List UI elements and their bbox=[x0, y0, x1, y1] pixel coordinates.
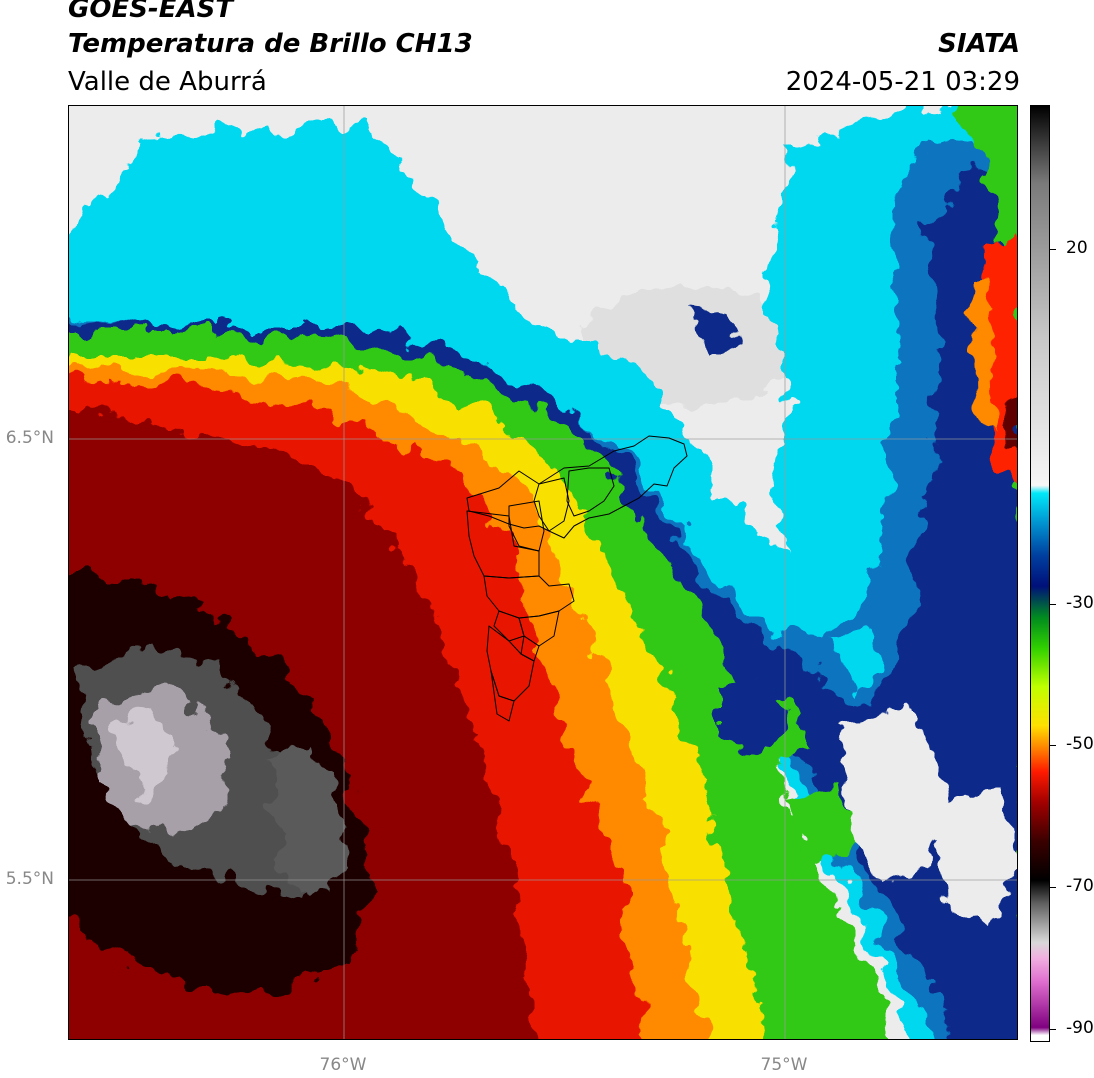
boundary-itagui bbox=[493, 610, 525, 642]
boundary-girardota bbox=[533, 477, 570, 532]
colorbar-tick-minus50: -50 bbox=[1066, 734, 1094, 754]
east-edge-pockets bbox=[689, 236, 1017, 926]
colorbar-tickmark-20 bbox=[1050, 249, 1056, 250]
colorbar-tickmark-minus50 bbox=[1050, 745, 1056, 746]
colorbar-tick-minus90: -90 bbox=[1066, 1018, 1094, 1038]
satellite-title: GOES-EAST bbox=[68, 0, 234, 24]
boundary-barbosa bbox=[566, 467, 615, 517]
boundary-caldas-south bbox=[490, 670, 515, 722]
product-title: Temperatura de Brillo CH13 bbox=[68, 29, 473, 59]
boundary-medellin bbox=[483, 575, 575, 619]
graticule bbox=[69, 106, 1017, 1039]
lon-tick-75W: 75°W bbox=[760, 1055, 808, 1075]
cloud-shield bbox=[69, 106, 1017, 1039]
lat-tick-6.5N: 6.5°N bbox=[5, 428, 54, 448]
map-canvas bbox=[69, 106, 1017, 1039]
colorbar-gradient bbox=[1031, 106, 1049, 1041]
lon-tick-76W: 76°W bbox=[319, 1055, 367, 1075]
temperature-colorbar bbox=[1030, 105, 1050, 1042]
boundary-north bbox=[466, 435, 688, 539]
colorbar-tick-minus70: -70 bbox=[1066, 876, 1094, 896]
municipal-boundaries bbox=[466, 435, 688, 722]
cloud-gray-core-east bbox=[269, 746, 349, 896]
colorbar-tick-minus30: -30 bbox=[1066, 593, 1094, 613]
agency-label: SIATA bbox=[938, 29, 1020, 59]
timestamp-label: 2024-05-21 03:29 bbox=[785, 67, 1020, 97]
colorbar-tick-20: 20 bbox=[1066, 238, 1088, 258]
brightness-temperature-map[interactable] bbox=[68, 105, 1018, 1040]
boundary-caldas bbox=[486, 625, 535, 702]
region-label: Valle de Aburrá bbox=[68, 67, 267, 97]
colorbar-tickmark-minus70 bbox=[1050, 887, 1056, 888]
cloud-green-band-east bbox=[959, 106, 1017, 466]
lat-tick-5.5N: 5.5°N bbox=[5, 869, 54, 889]
cloud-lightest-core bbox=[119, 711, 179, 796]
colorbar-tickmark-minus30 bbox=[1050, 604, 1056, 605]
colorbar-tickmark-minus90 bbox=[1050, 1029, 1056, 1030]
